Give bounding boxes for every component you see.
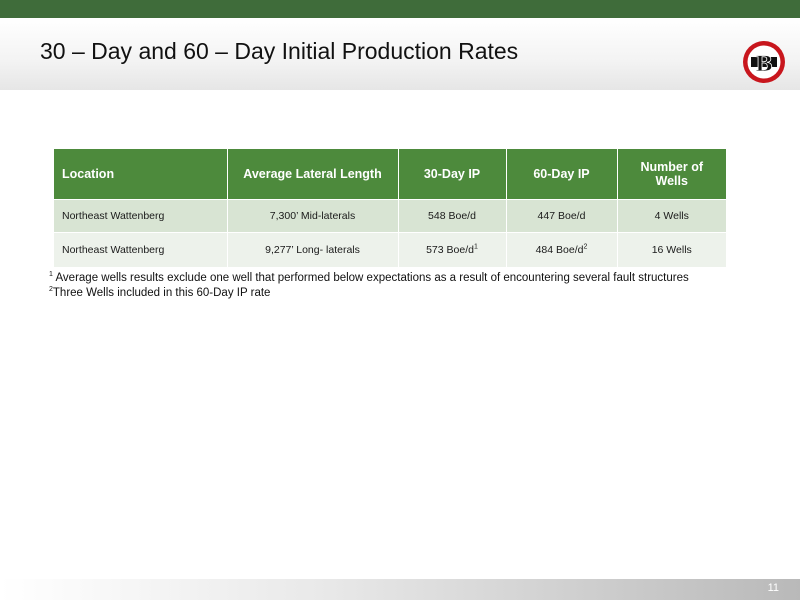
cell-lateral-length: 7,300’ Mid-laterals xyxy=(227,199,399,233)
footnote-ref-1: 1 xyxy=(473,243,478,251)
header-number-of-wells: Number of Wells xyxy=(617,149,726,200)
header-average-lateral-length: Average Lateral Length xyxy=(227,149,399,200)
table-row: Northeast Wattenberg 7,300’ Mid-laterals… xyxy=(54,199,726,233)
cell-number-of-wells: 4 Wells xyxy=(617,199,726,233)
footnote-2: 2Three Wells included in this 60-Day IP … xyxy=(49,286,271,299)
cell-number-of-wells: 16 Wells xyxy=(617,232,726,267)
title-band xyxy=(0,18,800,90)
cell-lateral-length: 9,277’ Long- laterals xyxy=(227,232,399,267)
cell-location: Northeast Wattenberg xyxy=(54,199,228,233)
page-number: 11 xyxy=(767,582,779,594)
company-logo: B xyxy=(743,41,785,83)
table-row: Northeast Wattenberg 9,277’ Long- latera… xyxy=(54,232,726,267)
cell-60-day-ip: 447 Boe/d xyxy=(506,199,618,233)
footer-band xyxy=(0,579,800,600)
footnote-ref-2: 2 xyxy=(583,243,588,251)
footnote-1: 1 Average wells results exclude one well… xyxy=(49,271,689,284)
header-location: Location xyxy=(54,149,228,200)
cell-60-day-ip: 484 Boe/d2 xyxy=(506,232,618,267)
page-title: 30 – Day and 60 – Day Initial Production… xyxy=(40,38,519,64)
footnotes: 1 Average wells results exclude one well… xyxy=(49,271,689,301)
cell-30-day-ip: 573 Boe/d1 xyxy=(398,232,507,267)
production-rates-table: Location Average Lateral Length 30-Day I… xyxy=(54,149,726,267)
header-60-day-ip: 60-Day IP xyxy=(506,149,618,200)
cell-30-day-ip: 548 Boe/d xyxy=(398,199,507,233)
top-accent-bar xyxy=(0,0,800,18)
header-30-day-ip: 30-Day IP xyxy=(398,149,507,200)
cell-location: Northeast Wattenberg xyxy=(54,232,228,267)
table-header-row: Location Average Lateral Length 30-Day I… xyxy=(54,149,726,200)
logo-letter: B xyxy=(755,51,773,76)
